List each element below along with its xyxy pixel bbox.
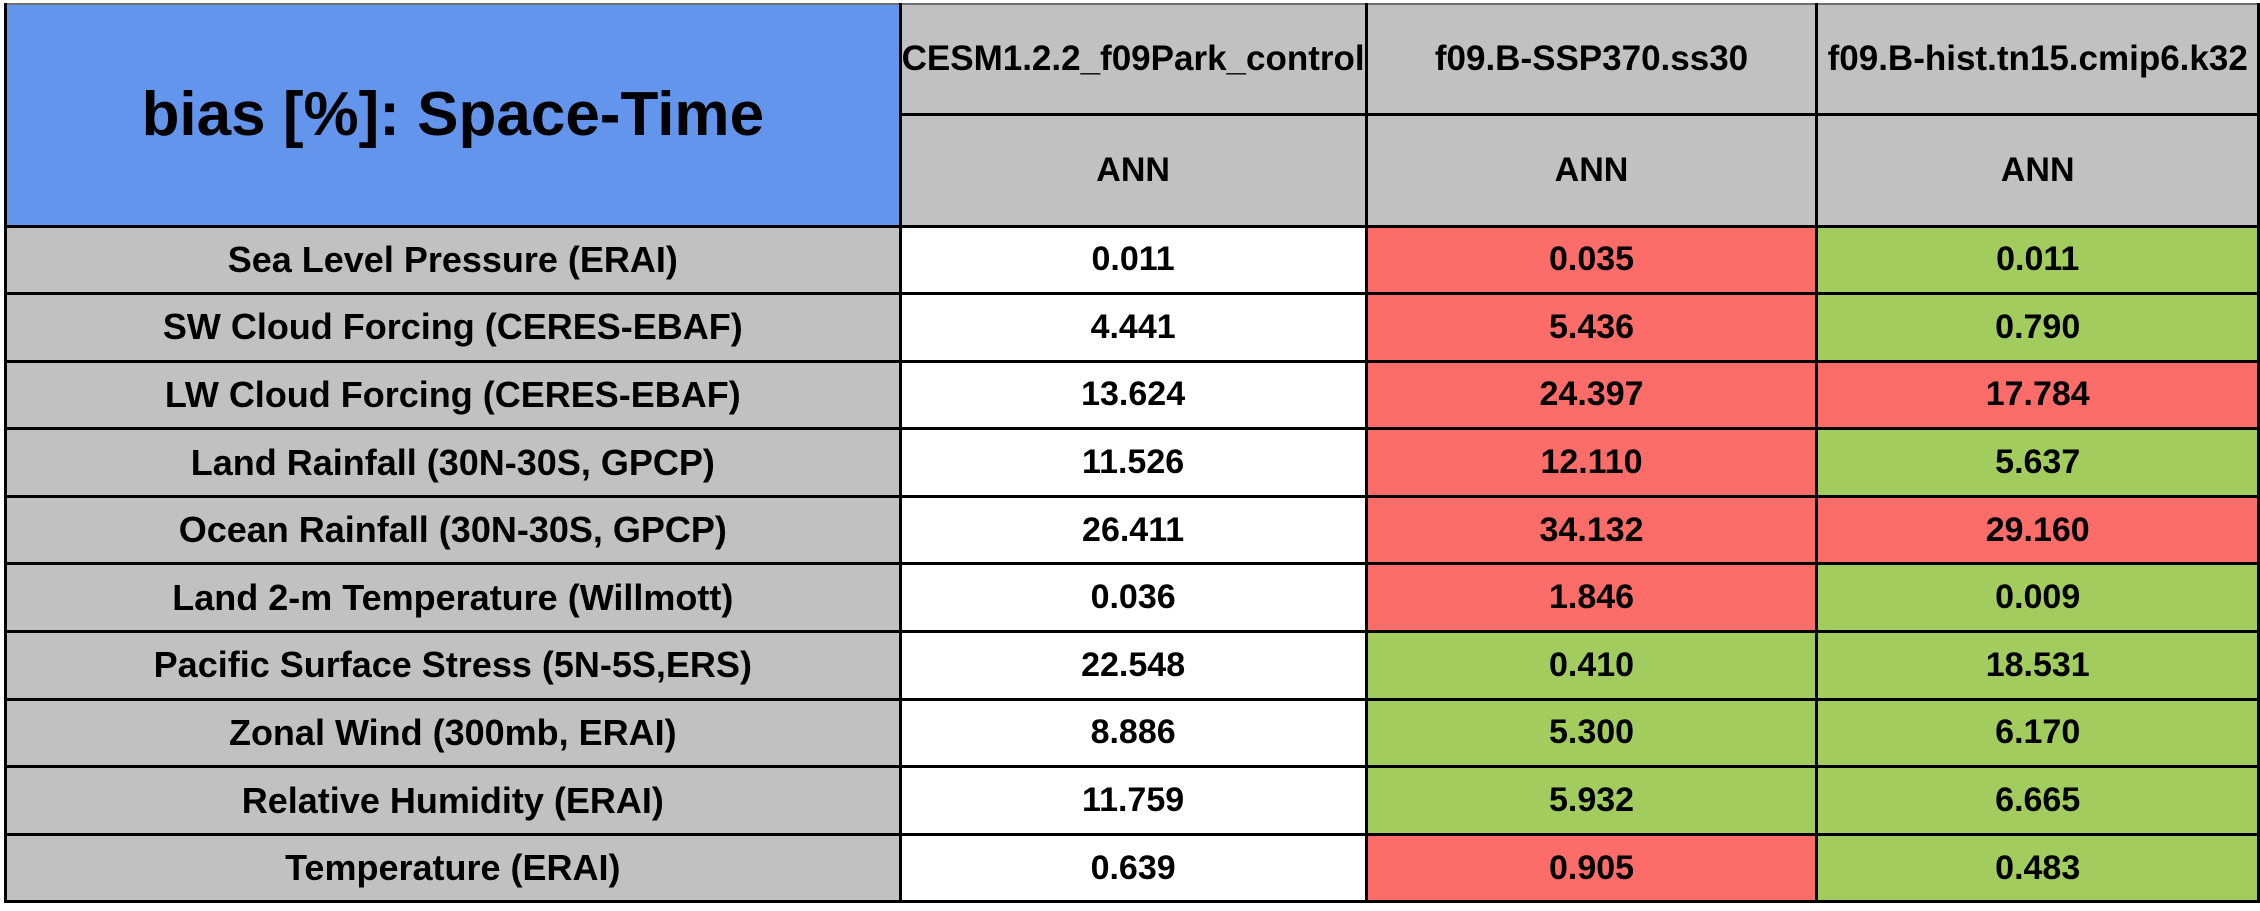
column-header-model-3: f09.B-hist.tn15.cmip6.k32 bbox=[1815, 3, 2260, 116]
table-row: LW Cloud Forcing (CERES-EBAF) 13.624 24.… bbox=[4, 359, 2260, 431]
table-title: bias [%]: Space-Time bbox=[4, 3, 902, 228]
row-label: LW Cloud Forcing (CERES-EBAF) bbox=[4, 359, 902, 431]
header-row-seasons: ANN ANN ANN bbox=[6, 112, 2260, 228]
value-cell: 17.784 bbox=[1815, 359, 2260, 431]
value-cell: 11.759 bbox=[898, 765, 1368, 836]
table-row: Temperature (ERAI) 0.639 0.905 0.483 bbox=[4, 832, 2260, 904]
table-row: SW Cloud Forcing (CERES-EBAF) 4.441 5.43… bbox=[4, 292, 2260, 363]
value-cell: 0.905 bbox=[1364, 832, 1819, 904]
value-cell: 0.011 bbox=[898, 224, 1368, 296]
value-cell: 5.300 bbox=[1364, 697, 1819, 769]
table-row: Sea Level Pressure (ERAI) 0.011 0.035 0.… bbox=[4, 224, 2260, 296]
row-label: Zonal Wind (300mb, ERAI) bbox=[4, 697, 902, 769]
column-header-season-3: ANN bbox=[1815, 112, 2260, 228]
bias-metrics-table: bias [%]: Space-Time CESM1.2.2_f09Park_c… bbox=[4, 3, 2260, 904]
column-header-model-1: CESM1.2.2_f09Park_control bbox=[898, 3, 1368, 116]
value-cell: 0.483 bbox=[1815, 832, 2260, 904]
value-cell: 18.531 bbox=[1815, 630, 2260, 701]
value-cell: 4.441 bbox=[898, 292, 1368, 363]
value-cell: 5.436 bbox=[1364, 292, 1819, 363]
value-cell: 0.011 bbox=[1815, 224, 2260, 296]
value-cell: 0.410 bbox=[1364, 630, 1819, 701]
value-cell: 1.846 bbox=[1364, 562, 1819, 634]
table-body: bias [%]: Space-Time CESM1.2.2_f09Park_c… bbox=[4, 3, 2260, 904]
table-row: Land Rainfall (30N-30S, GPCP) 11.526 12.… bbox=[4, 427, 2260, 498]
value-cell: 13.624 bbox=[898, 359, 1368, 431]
row-label: Pacific Surface Stress (5N-5S,ERS) bbox=[4, 630, 902, 701]
table-row: Zonal Wind (300mb, ERAI) 8.886 5.300 6.1… bbox=[4, 697, 2260, 769]
row-label: Relative Humidity (ERAI) bbox=[4, 765, 902, 836]
header-row-models: bias [%]: Space-Time CESM1.2.2_f09Park_c… bbox=[4, 3, 2260, 228]
value-cell: 29.160 bbox=[1815, 494, 2260, 566]
table-row: Land 2-m Temperature (Willmott) 0.036 1.… bbox=[4, 562, 2260, 634]
value-cell: 22.548 bbox=[898, 630, 1368, 701]
value-cell: 12.110 bbox=[1364, 427, 1819, 498]
value-cell: 0.009 bbox=[1815, 562, 2260, 634]
column-header-season-1: ANN bbox=[898, 112, 1368, 228]
value-cell: 0.790 bbox=[1815, 292, 2260, 363]
column-header-season-2: ANN bbox=[1364, 112, 1819, 228]
table-row: Ocean Rainfall (30N-30S, GPCP) 26.411 34… bbox=[4, 494, 2260, 566]
value-cell: 0.639 bbox=[898, 832, 1368, 904]
value-cell: 11.526 bbox=[898, 427, 1368, 498]
row-label: SW Cloud Forcing (CERES-EBAF) bbox=[4, 292, 902, 363]
table-row: Relative Humidity (ERAI) 11.759 5.932 6.… bbox=[4, 765, 2260, 836]
value-cell: 6.170 bbox=[1815, 697, 2260, 769]
table-row: Pacific Surface Stress (5N-5S,ERS) 22.54… bbox=[4, 630, 2260, 701]
column-header-model-2: f09.B-SSP370.ss30 bbox=[1364, 3, 1819, 116]
value-cell: 6.665 bbox=[1815, 765, 2260, 836]
row-label: Temperature (ERAI) bbox=[4, 832, 902, 904]
value-cell: 5.932 bbox=[1364, 765, 1819, 836]
value-cell: 0.035 bbox=[1364, 224, 1819, 296]
value-cell: 24.397 bbox=[1364, 359, 1819, 431]
value-cell: 26.411 bbox=[898, 494, 1368, 566]
value-cell: 0.036 bbox=[898, 562, 1368, 634]
row-label: Land Rainfall (30N-30S, GPCP) bbox=[4, 427, 902, 498]
value-cell: 34.132 bbox=[1364, 494, 1819, 566]
value-cell: 5.637 bbox=[1815, 427, 2260, 498]
row-label: Ocean Rainfall (30N-30S, GPCP) bbox=[4, 494, 902, 566]
row-label: Sea Level Pressure (ERAI) bbox=[4, 224, 902, 296]
row-label: Land 2-m Temperature (Willmott) bbox=[4, 562, 902, 634]
value-cell: 8.886 bbox=[898, 697, 1368, 769]
